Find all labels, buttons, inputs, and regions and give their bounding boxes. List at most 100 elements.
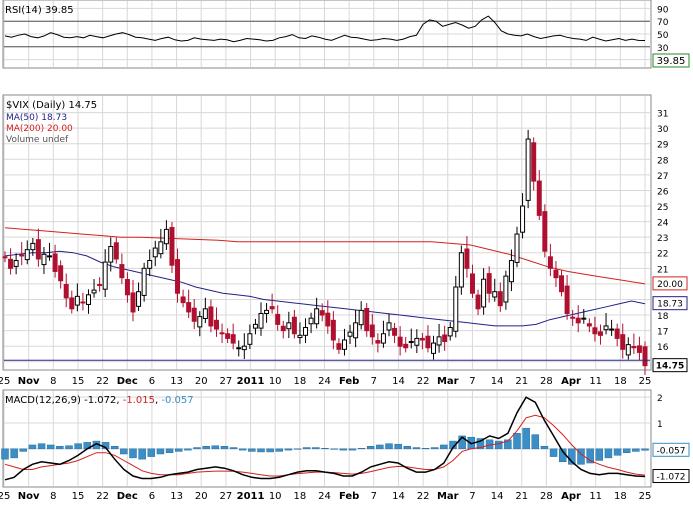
candle (19, 242, 25, 266)
candle (625, 337, 631, 360)
candle (97, 277, 103, 292)
candle (330, 311, 336, 350)
candle (303, 318, 309, 344)
macd-badge-box (652, 469, 690, 484)
candle-body (69, 297, 75, 310)
candle-body (431, 342, 437, 354)
price-tick-label: 23 (657, 234, 668, 244)
candle (586, 318, 592, 333)
candle (202, 297, 208, 324)
ma50-badge-box (652, 296, 688, 311)
price-panel: 3130292827262524232221201918171615 $VIX … (2, 94, 688, 376)
candle-body (503, 275, 509, 303)
candle-body (631, 346, 637, 349)
rsi-tick-label: 50 (657, 31, 669, 41)
candle (24, 240, 30, 265)
candle (481, 268, 487, 315)
macd-histogram-bar (202, 446, 210, 450)
candle-body (252, 323, 258, 329)
ma50-badge-label: 18.73 (657, 300, 683, 310)
ma50-legend: MA(50) 18.73 (6, 113, 67, 123)
price-tick-label: 26 (657, 187, 669, 197)
candle-body (147, 260, 153, 269)
candle (325, 300, 331, 334)
candle-body (581, 317, 587, 320)
candle-body (269, 306, 275, 310)
macd-histogram-bar (37, 443, 46, 450)
candle-body (308, 317, 314, 325)
candle (364, 303, 370, 337)
candle-body (364, 308, 370, 332)
candle-body (380, 333, 386, 344)
macd-histogram-bar (266, 448, 274, 453)
x-tick-label: 28 (540, 491, 553, 502)
macd-histogram-bar (421, 448, 430, 450)
candle-body (47, 255, 53, 258)
x-tick-label: Dec (117, 376, 138, 387)
candle-body (481, 278, 487, 308)
macd-line (4, 396, 646, 481)
candle (492, 278, 498, 302)
candlesticks (2, 129, 648, 376)
x-tick-label: 22 (96, 376, 109, 387)
candle (158, 228, 164, 259)
rsi-tick-label: 90 (657, 5, 669, 15)
macd-histogram-bar (376, 444, 384, 450)
macd-histogram-bar (540, 446, 549, 450)
candle-body (241, 345, 247, 351)
candle (91, 279, 97, 298)
last-price-badge-label: 14.75 (656, 362, 684, 372)
macd-histogram-bar (193, 447, 201, 450)
candle (575, 305, 581, 333)
candle (275, 305, 281, 331)
price-tick-label: 30 (657, 125, 669, 135)
x-tick-label: Feb (339, 491, 359, 502)
x-tick-label: 18 (293, 491, 306, 502)
candle (392, 322, 398, 344)
x-tick-label: 20 (195, 491, 208, 502)
x-tick-label: 8 (50, 491, 56, 502)
ma50-badge: 18.73 (652, 296, 688, 311)
x-tick-label: Nov (18, 376, 40, 387)
x-tick-label: 18 (614, 376, 627, 387)
candle (564, 275, 570, 320)
candle (319, 303, 325, 322)
candle-body (191, 307, 197, 322)
candle (453, 275, 459, 338)
candle (442, 325, 448, 351)
candle-body (303, 327, 309, 336)
candle-body (592, 327, 598, 335)
macd-histogram-bar (211, 445, 220, 450)
candle (13, 253, 19, 275)
x-tick-label: 18 (614, 491, 627, 502)
candle-body (369, 324, 375, 338)
candle-body (642, 346, 648, 367)
macd-histogram-bar (385, 443, 393, 450)
x-tick-label: Nov (18, 491, 40, 502)
macd-histogram-bar (65, 445, 73, 450)
candle (52, 244, 58, 278)
macd-histogram-bar (568, 448, 576, 465)
candle (175, 248, 181, 303)
macd-histogram-bar (412, 447, 421, 450)
candle-body (597, 331, 603, 336)
candle (520, 193, 526, 239)
candle-body (314, 308, 320, 325)
macd-histogram-bar (238, 448, 247, 451)
candle (609, 319, 615, 336)
candle-body (347, 331, 353, 337)
candle (80, 292, 86, 311)
candle (280, 320, 286, 339)
candle-body (603, 325, 609, 331)
candle (58, 260, 64, 289)
histogram-badge: -0.057 (652, 442, 690, 457)
ma200-legend-value: 20.00 (47, 124, 73, 134)
macd-panel: MACD(12,26,9) -1.072, -1.015, -0.057 210… (1, 389, 690, 488)
x-tick-label: 13 (170, 491, 183, 502)
x-tick-label: 7 (469, 491, 475, 502)
price-tick-label: 17 (657, 328, 668, 338)
candle (30, 237, 36, 256)
macd-histogram-bar (632, 448, 640, 452)
macd-histogram-bar (229, 447, 238, 450)
x-tick-label: Mar (437, 491, 459, 502)
